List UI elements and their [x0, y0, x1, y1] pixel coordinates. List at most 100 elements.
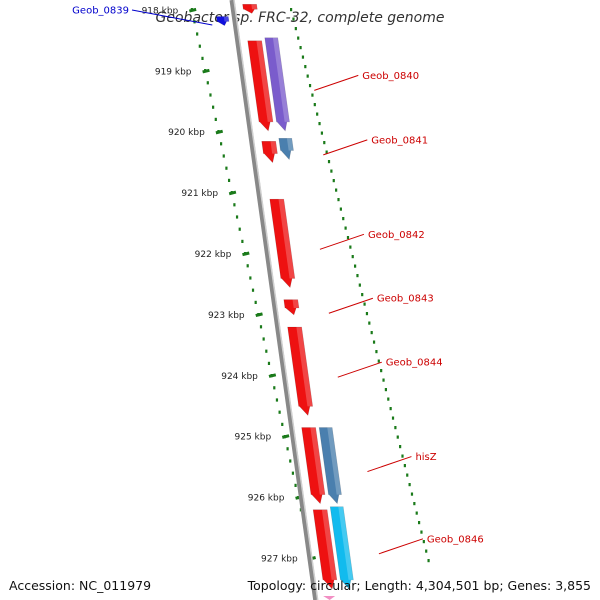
ruler-tick-label: 925 kbp [235, 433, 272, 443]
gene-label-leader [367, 456, 412, 473]
outer-guide-dot [399, 445, 402, 449]
ruler-minor-dot [278, 410, 281, 414]
outer-guide-dot [410, 492, 414, 496]
gene-arrow[interactable] [301, 427, 326, 505]
gene-arrow-shade [321, 509, 337, 580]
gene-label-leader [337, 361, 382, 378]
ruler-minor-dot [294, 483, 297, 487]
ruler-tick-label: 919 kbp [155, 67, 192, 77]
gene-label-geob-0841[interactable]: Geob_0841 [371, 135, 428, 146]
gene-fragment-marker [323, 596, 336, 600]
gene-hisz[interactable] [318, 427, 342, 505]
ruler-minor-dot [273, 386, 276, 390]
outer-guide-dot [365, 312, 369, 316]
gene-arrow[interactable] [269, 198, 296, 289]
ruler-minor-dot [196, 32, 199, 36]
outer-guide-dot [316, 112, 319, 116]
outer-guide-dot [311, 93, 314, 97]
outer-guide-dot [297, 36, 300, 40]
gene-arrow[interactable] [261, 140, 278, 164]
gene-arrow[interactable] [215, 16, 230, 26]
ruler-minor-dot [259, 325, 263, 329]
outer-guide-dot [346, 236, 350, 240]
outer-guide-dot [304, 65, 307, 69]
outer-guide-dot [403, 464, 406, 468]
outer-guide-dot [368, 321, 371, 325]
gene-label-geob-0844[interactable]: Geob_0844 [386, 358, 443, 369]
ruler-minor-dot [222, 154, 225, 158]
gene-feature[interactable] [247, 40, 274, 132]
gene-geob-0841[interactable] [278, 137, 294, 161]
gene-label-hisz[interactable]: hisZ [415, 452, 436, 463]
outer-guide-dot [356, 274, 359, 278]
ruler-major-tick [255, 312, 263, 318]
outer-guide-dot [413, 502, 416, 506]
outer-guide-dot [394, 426, 397, 430]
outer-guide-dot [349, 245, 352, 249]
gene-geob-0840[interactable] [264, 37, 290, 132]
ruler-minor-dot [212, 105, 215, 109]
ruler-major-tick [268, 373, 277, 378]
gene-arrow[interactable] [312, 509, 338, 590]
outer-guide-dot [422, 540, 425, 544]
outer-guide-dot [389, 407, 392, 411]
gene-label-geob-0839[interactable]: Geob_0839 [72, 6, 129, 17]
gene-label-leader [378, 538, 424, 555]
gene-arrow[interactable] [264, 37, 290, 132]
ruler-minor-dot [235, 215, 239, 219]
gene-feature[interactable] [301, 427, 326, 505]
outer-guide-dot [358, 283, 361, 287]
gene-label-geob-0846[interactable]: Geob_0846 [427, 534, 484, 545]
outer-guide-dot [325, 150, 328, 154]
ruler-minor-dot [267, 361, 271, 365]
outer-guide-dot [396, 435, 399, 439]
gene-arrow[interactable] [283, 299, 300, 316]
outer-guide-dot [408, 483, 411, 487]
gene-geob-0844[interactable] [287, 326, 314, 416]
gene-label-geob-0842[interactable]: Geob_0842 [368, 230, 425, 241]
outer-guide-dot [377, 359, 380, 363]
gene-arrow[interactable] [318, 427, 342, 505]
outer-guide-dot [415, 511, 418, 515]
outer-guide-dot [361, 293, 364, 297]
gene-feature[interactable] [312, 509, 338, 590]
ruler-minor-dot [251, 288, 255, 292]
gene-arrow[interactable] [278, 137, 294, 161]
gene-geob-0839[interactable] [215, 16, 230, 26]
ruler-minor-dot [265, 349, 268, 353]
outer-guide-dot [425, 549, 428, 553]
gene-geob-0843[interactable] [283, 299, 300, 316]
gene-arrow-shade [292, 299, 299, 309]
gene-arrow-shade [251, 4, 258, 10]
gene-feature[interactable] [242, 3, 258, 14]
gene-label-geob-0843[interactable]: Geob_0843 [377, 294, 434, 305]
ruler-minor-dot [225, 166, 228, 170]
gene-arrow-shade [278, 199, 295, 279]
outer-guide-dot [342, 217, 345, 221]
gene-arrow-shade [223, 16, 229, 22]
outer-guide-dot [332, 179, 335, 183]
ruler-minor-dot [214, 117, 217, 121]
ruler-major-tick [242, 251, 250, 257]
gene-arrow[interactable] [287, 326, 314, 416]
outer-guide-dot [353, 264, 357, 268]
gene-geob-0846[interactable] [329, 506, 354, 590]
ruler-minor-dot [201, 56, 204, 60]
gene-arrow[interactable] [242, 3, 258, 14]
ruler-minor-dot [206, 81, 209, 85]
ruler-major-tick [228, 190, 237, 196]
gene-geob-0842[interactable] [269, 198, 296, 289]
ruler-minor-dot [249, 276, 252, 280]
gene-arrow-shade [296, 327, 313, 407]
gene-arrow[interactable] [247, 40, 274, 132]
gene-feature[interactable] [261, 140, 278, 164]
outer-guide-dot [313, 103, 316, 107]
outer-guide-dot [330, 169, 333, 173]
ruler-minor-dot [246, 264, 249, 268]
ruler-tick-label: 924 kbp [221, 372, 258, 382]
outer-guide-dot [306, 74, 309, 78]
ruler-tick-label: 921 kbp [181, 189, 218, 199]
gene-label-leader [314, 74, 359, 91]
gene-label-geob-0840[interactable]: Geob_0840 [362, 71, 419, 82]
gene-arrow[interactable] [329, 506, 354, 590]
